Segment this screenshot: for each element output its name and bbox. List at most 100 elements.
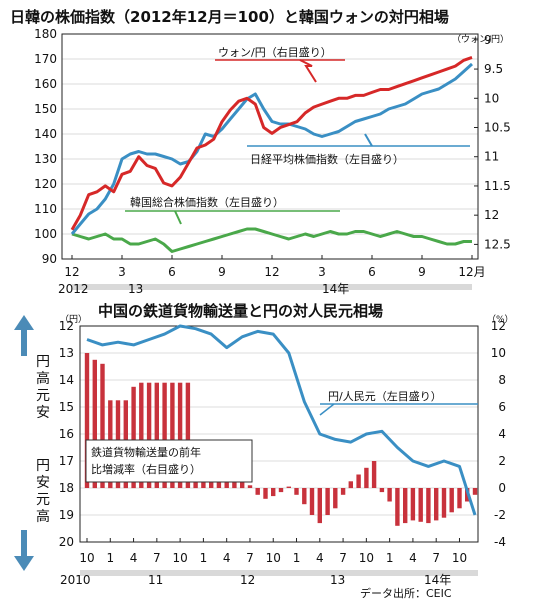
chart2-year-labels: 2010 11 12 13 14年	[60, 573, 451, 587]
chart2-bar	[92, 359, 97, 489]
chart1-left-tick: 110	[34, 202, 57, 216]
chart2-bars	[84, 353, 478, 526]
chart1-right-tick: 12	[484, 208, 499, 222]
chart2-bar	[340, 488, 346, 495]
chart1-left-tick: 120	[34, 177, 57, 191]
chart2-x-tick: 10	[359, 551, 374, 565]
chart1-x-tick: 12月	[458, 265, 485, 279]
chart2-bar	[263, 488, 268, 499]
chart1-left-tick: 150	[34, 102, 57, 116]
chart2-series	[86, 324, 477, 516]
chart1-x-tick: 9	[218, 265, 226, 279]
chart2-bar	[309, 488, 315, 515]
chart2-x-tick: 7	[339, 551, 347, 565]
chart2-x-tick: 10	[172, 551, 187, 565]
legend-kospi: 韓国総合株価指数（左目盛り）	[130, 195, 284, 209]
chart2-left-tick: 19	[59, 508, 74, 522]
chart1-right-tick: 12.5	[484, 237, 511, 251]
chart2-right-tick: 8	[498, 373, 506, 387]
chart2-bar	[154, 382, 159, 488]
chart1-left-tick: 100	[34, 227, 57, 241]
chart1-x-tick: 3	[318, 265, 326, 279]
chart2-x-tick: 4	[223, 551, 231, 565]
chart2-right-unit: （%）	[487, 314, 514, 325]
chart2-year-label: 13	[330, 573, 345, 587]
chart1-year-label: 2012	[58, 282, 89, 296]
chart2-right-tick: 0	[498, 481, 506, 495]
chart2-bar	[379, 488, 385, 493]
chart1-left-tick: 160	[34, 77, 57, 91]
chart1-year-label: 14年	[322, 282, 349, 296]
chart1-x-tick: 9	[418, 265, 426, 279]
chart2-right-tick: -4	[494, 535, 506, 549]
chart2-bar	[325, 488, 330, 515]
chart1-x-axis: 12 3 6 9 12 3 6 9 12月	[64, 255, 486, 279]
chart2-left-axis: 12 13 14 15 16 17 18 19 20	[59, 319, 74, 549]
side-label-yen-weak: 円安元高	[36, 458, 50, 525]
chart2-bar	[410, 488, 416, 521]
legend-won-yen-pointer	[299, 59, 317, 83]
chart2-bar	[139, 382, 144, 488]
side-arrow-up	[14, 315, 34, 356]
chart1-series	[70, 55, 474, 253]
chart1-series-line-1	[70, 62, 474, 235]
chart2-bar	[255, 488, 260, 495]
chart1-x-tick: 6	[168, 265, 176, 279]
chart1-right-tick: 10.5	[484, 121, 511, 135]
chart2-left-tick: 18	[59, 481, 74, 495]
chart1-right-tick: 9.5	[484, 62, 503, 76]
chart2-left-tick: 20	[59, 535, 74, 549]
chart2-left-tick: 12	[59, 319, 74, 333]
chart2-right-tick: 10	[491, 346, 506, 360]
chart2-right-tick: 6	[498, 400, 506, 414]
chart2-bar	[387, 488, 392, 502]
chart2-bar	[100, 363, 105, 488]
chart2-left-tick: 17	[59, 454, 74, 468]
chart1-left-tick: 140	[34, 127, 57, 141]
chart2-bar	[356, 474, 361, 488]
chart2-x-tick: 1	[106, 551, 114, 565]
chart1-x-tick: 3	[118, 265, 126, 279]
chart2-right-tick: 12	[491, 319, 506, 333]
chart1-series-line-0	[70, 55, 473, 231]
chart1-plot-frame	[61, 33, 479, 260]
chart2-plot-frame	[79, 325, 479, 543]
chart1-left-tick: 130	[34, 152, 57, 166]
chart1-left-tick: 180	[34, 27, 57, 41]
chart2-bar	[333, 488, 338, 509]
chart2-left-tick: 16	[59, 427, 74, 441]
side-arrow-down	[14, 530, 34, 571]
chart2-year-label: 2010	[60, 573, 91, 587]
chart2-x-tick: 1	[386, 551, 394, 565]
chart2-bar	[177, 382, 183, 488]
source-note: データ出所：CEIC	[360, 586, 452, 600]
chart2-bar	[457, 488, 462, 509]
chart2-year-label: 14年	[424, 573, 451, 587]
chart2-bar	[294, 488, 299, 495]
chart2-bar	[146, 382, 152, 488]
chart1-right-unit: （ウォン/円）	[452, 34, 509, 45]
legend-rail-box	[85, 439, 253, 483]
chart1-year-label: 13	[128, 282, 143, 296]
chart2-bar	[348, 481, 353, 489]
chart1-x-tick: 12	[264, 265, 279, 279]
legend-rail-line2: 比増減率（右目盛り）	[91, 462, 201, 476]
chart2-right-tick: 4	[498, 427, 506, 441]
chart1-right-tick: 11.5	[484, 179, 511, 193]
chart2-bar	[278, 488, 284, 493]
chart2-x-tick: 1	[293, 551, 301, 565]
chart1-left-tick: 170	[34, 52, 57, 66]
chart2-bar	[247, 485, 253, 488]
chart1-right-tick: 11	[484, 150, 499, 164]
chart2-x-tick: 10	[79, 551, 94, 565]
chart2-bar	[84, 353, 90, 488]
chart1-gridlines	[62, 58, 478, 235]
chart2-title: 中国の鉄道貨物輸送量と円の対人民元相場	[98, 302, 383, 320]
chart2-bar	[403, 488, 408, 524]
chart2-year-bar	[80, 570, 478, 576]
chart2-right-axis: 12 10 8 6 4 2 0 -2 -4	[491, 319, 506, 549]
chart1-title: 日韓の株価指数（2012年12月＝100）と韓国ウォンの対円相場	[10, 8, 449, 26]
chart2-bar	[472, 488, 478, 495]
chart2-year-label: 12	[240, 573, 255, 587]
chart2-x-tick: 10	[266, 551, 281, 565]
